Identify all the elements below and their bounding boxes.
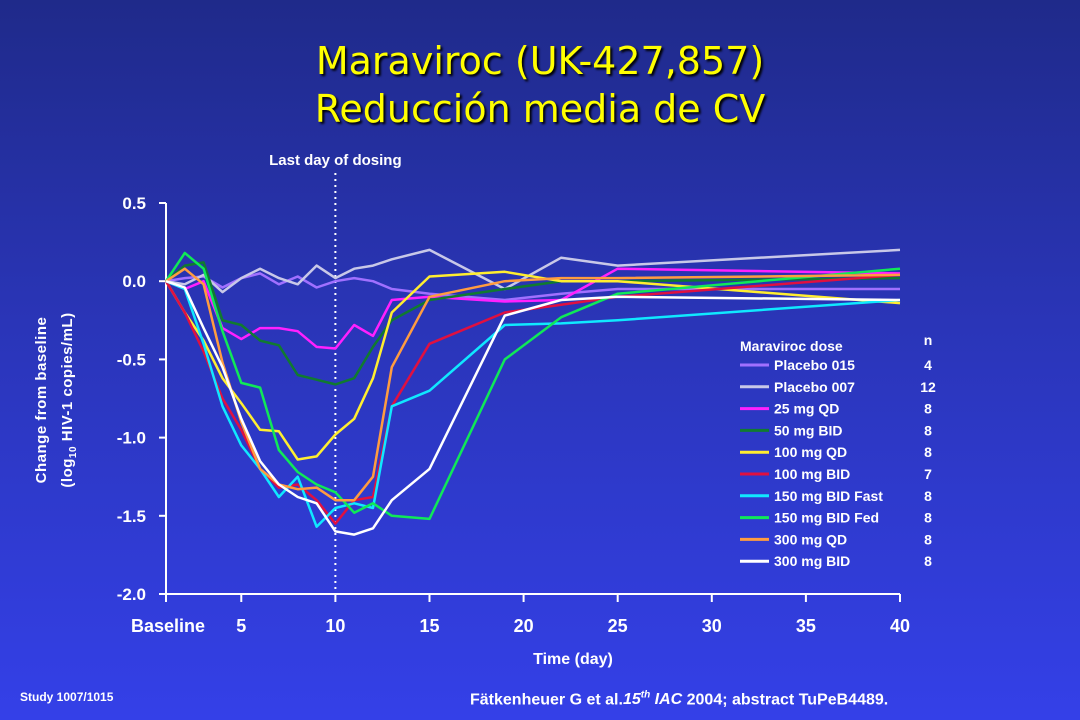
study-label: Study 1007/1015 — [20, 690, 114, 704]
x-tick-label: 5 — [236, 616, 246, 636]
legend-n-header: n — [924, 332, 933, 348]
legend-n-6: 8 — [924, 488, 932, 504]
legend-n-9: 8 — [924, 553, 932, 569]
legend-label-5: 100 mg BID — [774, 466, 850, 482]
legend-n-2: 8 — [924, 401, 932, 417]
citation-number: 15 — [622, 691, 641, 709]
citation-conference-name: IAC — [650, 691, 683, 709]
legend-label-6: 150 mg BID Fast — [774, 488, 883, 504]
y-tick-label: 0.0 — [122, 272, 146, 291]
series-line-9 — [165, 280, 901, 536]
legend-n-4: 8 — [924, 444, 932, 460]
series-line-1 — [165, 248, 901, 294]
legend-label-1: Placebo 007 — [774, 379, 855, 395]
last-dosing-label: Last day of dosing — [269, 152, 402, 169]
legend-n-0: 4 — [924, 357, 932, 373]
series-line-5 — [164, 273, 901, 525]
legend-label-3: 50 mg BID — [774, 422, 842, 438]
x-tick-label: 35 — [796, 616, 816, 636]
chart-series — [164, 248, 901, 536]
series-line-8 — [165, 267, 901, 502]
x-tick-label: Baseline — [131, 616, 205, 636]
citation-superscript: th — [640, 690, 651, 701]
series-line-0 — [165, 272, 900, 302]
legend-label-8: 300 mg QD — [774, 531, 847, 547]
y-axis-label-suffix: HIV-1 copies/mL) — [59, 312, 76, 446]
citation: Fätkenheuer G et al.15th IAC 2004; abstr… — [470, 690, 888, 709]
legend-title: Maraviroc dose — [740, 338, 843, 354]
x-tick-label: 10 — [325, 616, 345, 636]
series-line-7 — [164, 251, 901, 521]
legend-label-0: Placebo 015 — [774, 357, 855, 373]
x-tick-label: 40 — [890, 616, 910, 636]
legend-label-4: 100 mg QD — [774, 444, 847, 460]
x-tick-label: 20 — [514, 616, 534, 636]
y-axis-label-line2: (log10 HIV-1 copies/mL) — [59, 312, 79, 487]
legend-label-2: 25 mg QD — [774, 401, 839, 417]
legend-label-9: 300 mg BID — [774, 553, 850, 569]
series-line-3 — [165, 261, 901, 386]
y-axis-label-prefix: (log — [59, 458, 76, 488]
chart-legend: Maraviroc dose n Placebo 015 4 Placebo 007 12… — [740, 332, 936, 569]
citation-conference: 15th IAC — [622, 690, 683, 709]
slide-title-line1: Maraviroc (UK-427,857) — [315, 39, 765, 83]
series-line-4 — [164, 270, 901, 461]
y-tick-label: -1.0 — [117, 429, 146, 448]
x-tick-label: 30 — [702, 616, 722, 636]
legend-n-8: 8 — [924, 531, 932, 547]
legend-n-5: 7 — [924, 466, 932, 482]
y-axis-label-line1: Change from baseline — [33, 317, 50, 484]
legend-n-1: 12 — [920, 379, 936, 395]
y-tick-label: -0.5 — [117, 350, 146, 369]
y-tick-label: -1.5 — [117, 507, 146, 526]
legend-n-3: 8 — [924, 422, 932, 438]
citation-rest: 2004; abstract TuPeB4489. — [682, 691, 889, 709]
y-tick-label: -2.0 — [117, 585, 146, 604]
x-tick-label: 15 — [419, 616, 439, 636]
slide-title-line2: Reducción media de CV — [314, 87, 766, 131]
x-tick-label: 25 — [608, 616, 628, 636]
y-tick-label: 0.5 — [122, 194, 146, 213]
citation-author: Fätkenheuer G et al. — [470, 691, 623, 709]
y-axis-label-subscript: 10 — [68, 446, 79, 458]
x-axis-label: Time (day) — [533, 651, 613, 668]
legend-n-7: 8 — [924, 510, 932, 526]
legend-label-7: 150 mg BID Fed — [774, 510, 879, 526]
